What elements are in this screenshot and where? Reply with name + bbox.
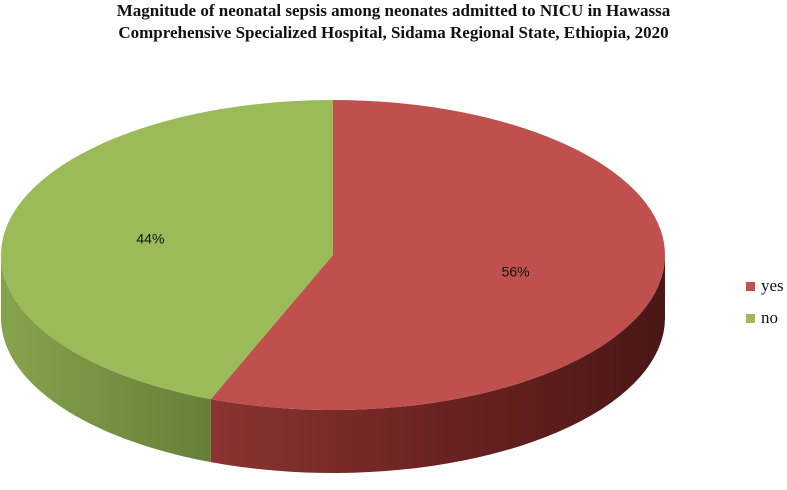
chart-title: Magnitude of neonatal sepsis among neona… [0,0,787,44]
pie-slice-yes [210,100,665,410]
chart-title-line-2: Comprehensive Specialized Hospital, Sida… [118,23,669,42]
data-label-yes: 56% [502,263,530,279]
pie-side-no [1,255,211,463]
legend-label-no: no [761,308,778,327]
legend-swatch-yes [746,281,755,291]
data-label-no: 44% [136,231,164,247]
chart-title-line-1: Magnitude of neonatal sepsis among neona… [116,1,671,20]
legend-item-no: no [746,302,784,334]
pie-side-yes [210,255,665,473]
legend: yes no [746,270,784,334]
pie-slice-no [1,100,333,400]
legend-label-yes: yes [761,276,784,295]
legend-swatch-no [746,313,755,323]
legend-item-yes: yes [746,270,784,302]
